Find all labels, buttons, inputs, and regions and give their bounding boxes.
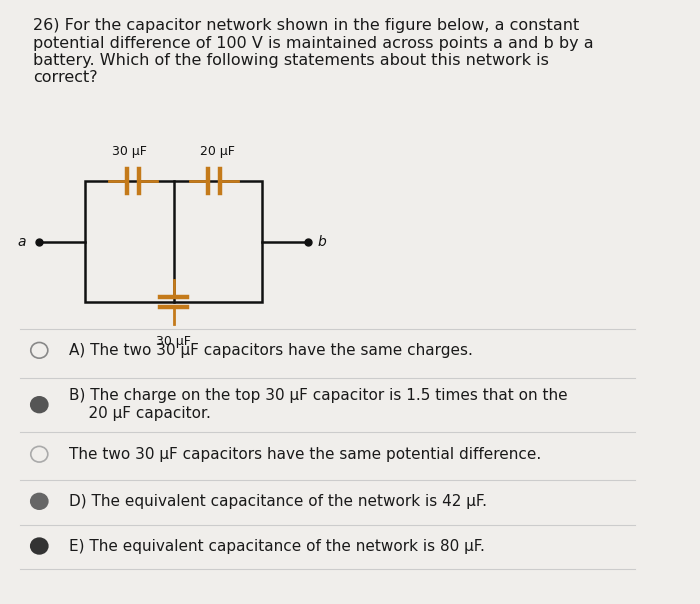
- Circle shape: [31, 538, 48, 554]
- Text: The two 30 μF capacitors have the same potential difference.: The two 30 μF capacitors have the same p…: [69, 447, 541, 461]
- Circle shape: [31, 493, 48, 509]
- Text: 20 μF: 20 μF: [200, 145, 235, 158]
- Text: D) The equivalent capacitance of the network is 42 μF.: D) The equivalent capacitance of the net…: [69, 494, 486, 509]
- Text: b: b: [318, 234, 326, 249]
- Circle shape: [31, 397, 48, 413]
- Text: 30 μF: 30 μF: [156, 335, 191, 349]
- Text: A) The two 30 μF capacitors have the same charges.: A) The two 30 μF capacitors have the sam…: [69, 343, 473, 358]
- Text: 30 μF: 30 μF: [112, 145, 147, 158]
- Text: 26) For the capacitor network shown in the figure below, a constant
potential di: 26) For the capacitor network shown in t…: [33, 18, 594, 85]
- Text: E) The equivalent capacitance of the network is 80 μF.: E) The equivalent capacitance of the net…: [69, 539, 484, 553]
- Text: a: a: [18, 234, 26, 249]
- Text: B) The charge on the top 30 μF capacitor is 1.5 times that on the
    20 μF capa: B) The charge on the top 30 μF capacitor…: [69, 388, 568, 421]
